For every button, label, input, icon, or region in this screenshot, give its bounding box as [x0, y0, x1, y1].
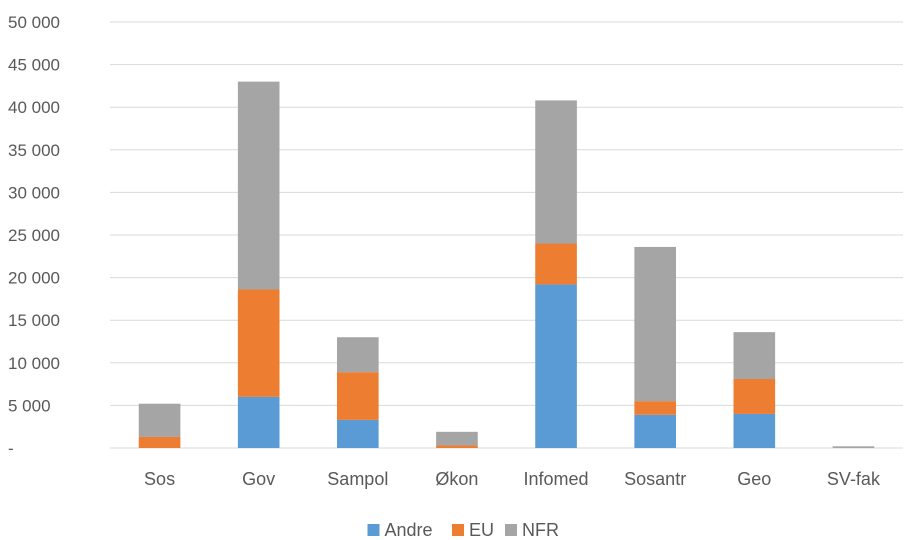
bars — [138, 81, 875, 448]
y-tick-label: 35 000 — [8, 141, 60, 160]
y-tick-label: 50 000 — [8, 13, 60, 32]
y-tick-label: 15 000 — [8, 311, 60, 330]
bar-eu-gov — [237, 289, 280, 397]
y-tick-label: - — [8, 439, 14, 458]
y-axis-ticks: - 5 000 10 000 15 000 20 000 25 000 30 000 35 0… — [8, 13, 60, 458]
bar-eu-infomed — [535, 243, 577, 285]
bar-andre-gov — [237, 396, 280, 448]
legend-swatch-nfr — [505, 524, 517, 536]
x-tick-label: Økon — [435, 469, 478, 489]
x-tick-label: Sos — [144, 469, 175, 489]
x-axis-ticks: Sos Gov Sampol Økon Infomed Sosantr Geo SV-fak — [144, 469, 881, 489]
bar-andre-geo — [733, 413, 776, 448]
legend-label-eu: EU — [469, 520, 494, 540]
x-tick-label: Infomed — [524, 469, 589, 489]
x-tick-label: SV-fak — [827, 469, 881, 489]
bar-andre-sosantr — [634, 414, 677, 448]
y-tick-label: 20 000 — [8, 269, 60, 288]
bar-eu-sampol — [336, 372, 379, 420]
y-tick-label: 25 000 — [8, 226, 60, 245]
y-tick-label: 45 000 — [8, 56, 60, 75]
bar-andre-sampol — [336, 419, 379, 448]
legend: Andre EU NFR — [367, 520, 559, 540]
legend-swatch-andre — [367, 524, 380, 536]
bar-nfr-geo — [733, 332, 776, 379]
bar-eu-sosantr — [634, 401, 677, 415]
x-tick-label: Geo — [737, 469, 771, 489]
x-tick-label: Gov — [242, 469, 275, 489]
y-tick-label: 10 000 — [8, 354, 60, 373]
y-tick-label: 5 000 — [8, 396, 51, 415]
bar-nfr-gov — [237, 81, 280, 290]
bar-nfr-sosantr — [634, 246, 677, 402]
legend-label-andre: Andre — [385, 520, 433, 540]
x-tick-label: Sosantr — [624, 469, 686, 489]
y-tick-label: 30 000 — [8, 183, 60, 202]
bar-andre-infomed — [535, 284, 577, 448]
bar-nfr-økon — [436, 431, 478, 446]
y-tick-label: 40 000 — [8, 98, 60, 117]
bar-nfr-infomed — [535, 100, 577, 244]
bar-nfr-sampol — [336, 337, 379, 373]
bar-eu-økon — [436, 445, 478, 448]
bar-nfr-sos — [138, 403, 181, 437]
bar-eu-sos — [138, 436, 181, 448]
bar-eu-geo — [733, 378, 776, 414]
legend-swatch-eu — [452, 524, 464, 536]
gridlines — [110, 21, 903, 449]
legend-label-nfr: NFR — [522, 520, 559, 540]
bar-nfr-sv-fak — [832, 446, 875, 448]
x-tick-label: Sampol — [327, 469, 388, 489]
